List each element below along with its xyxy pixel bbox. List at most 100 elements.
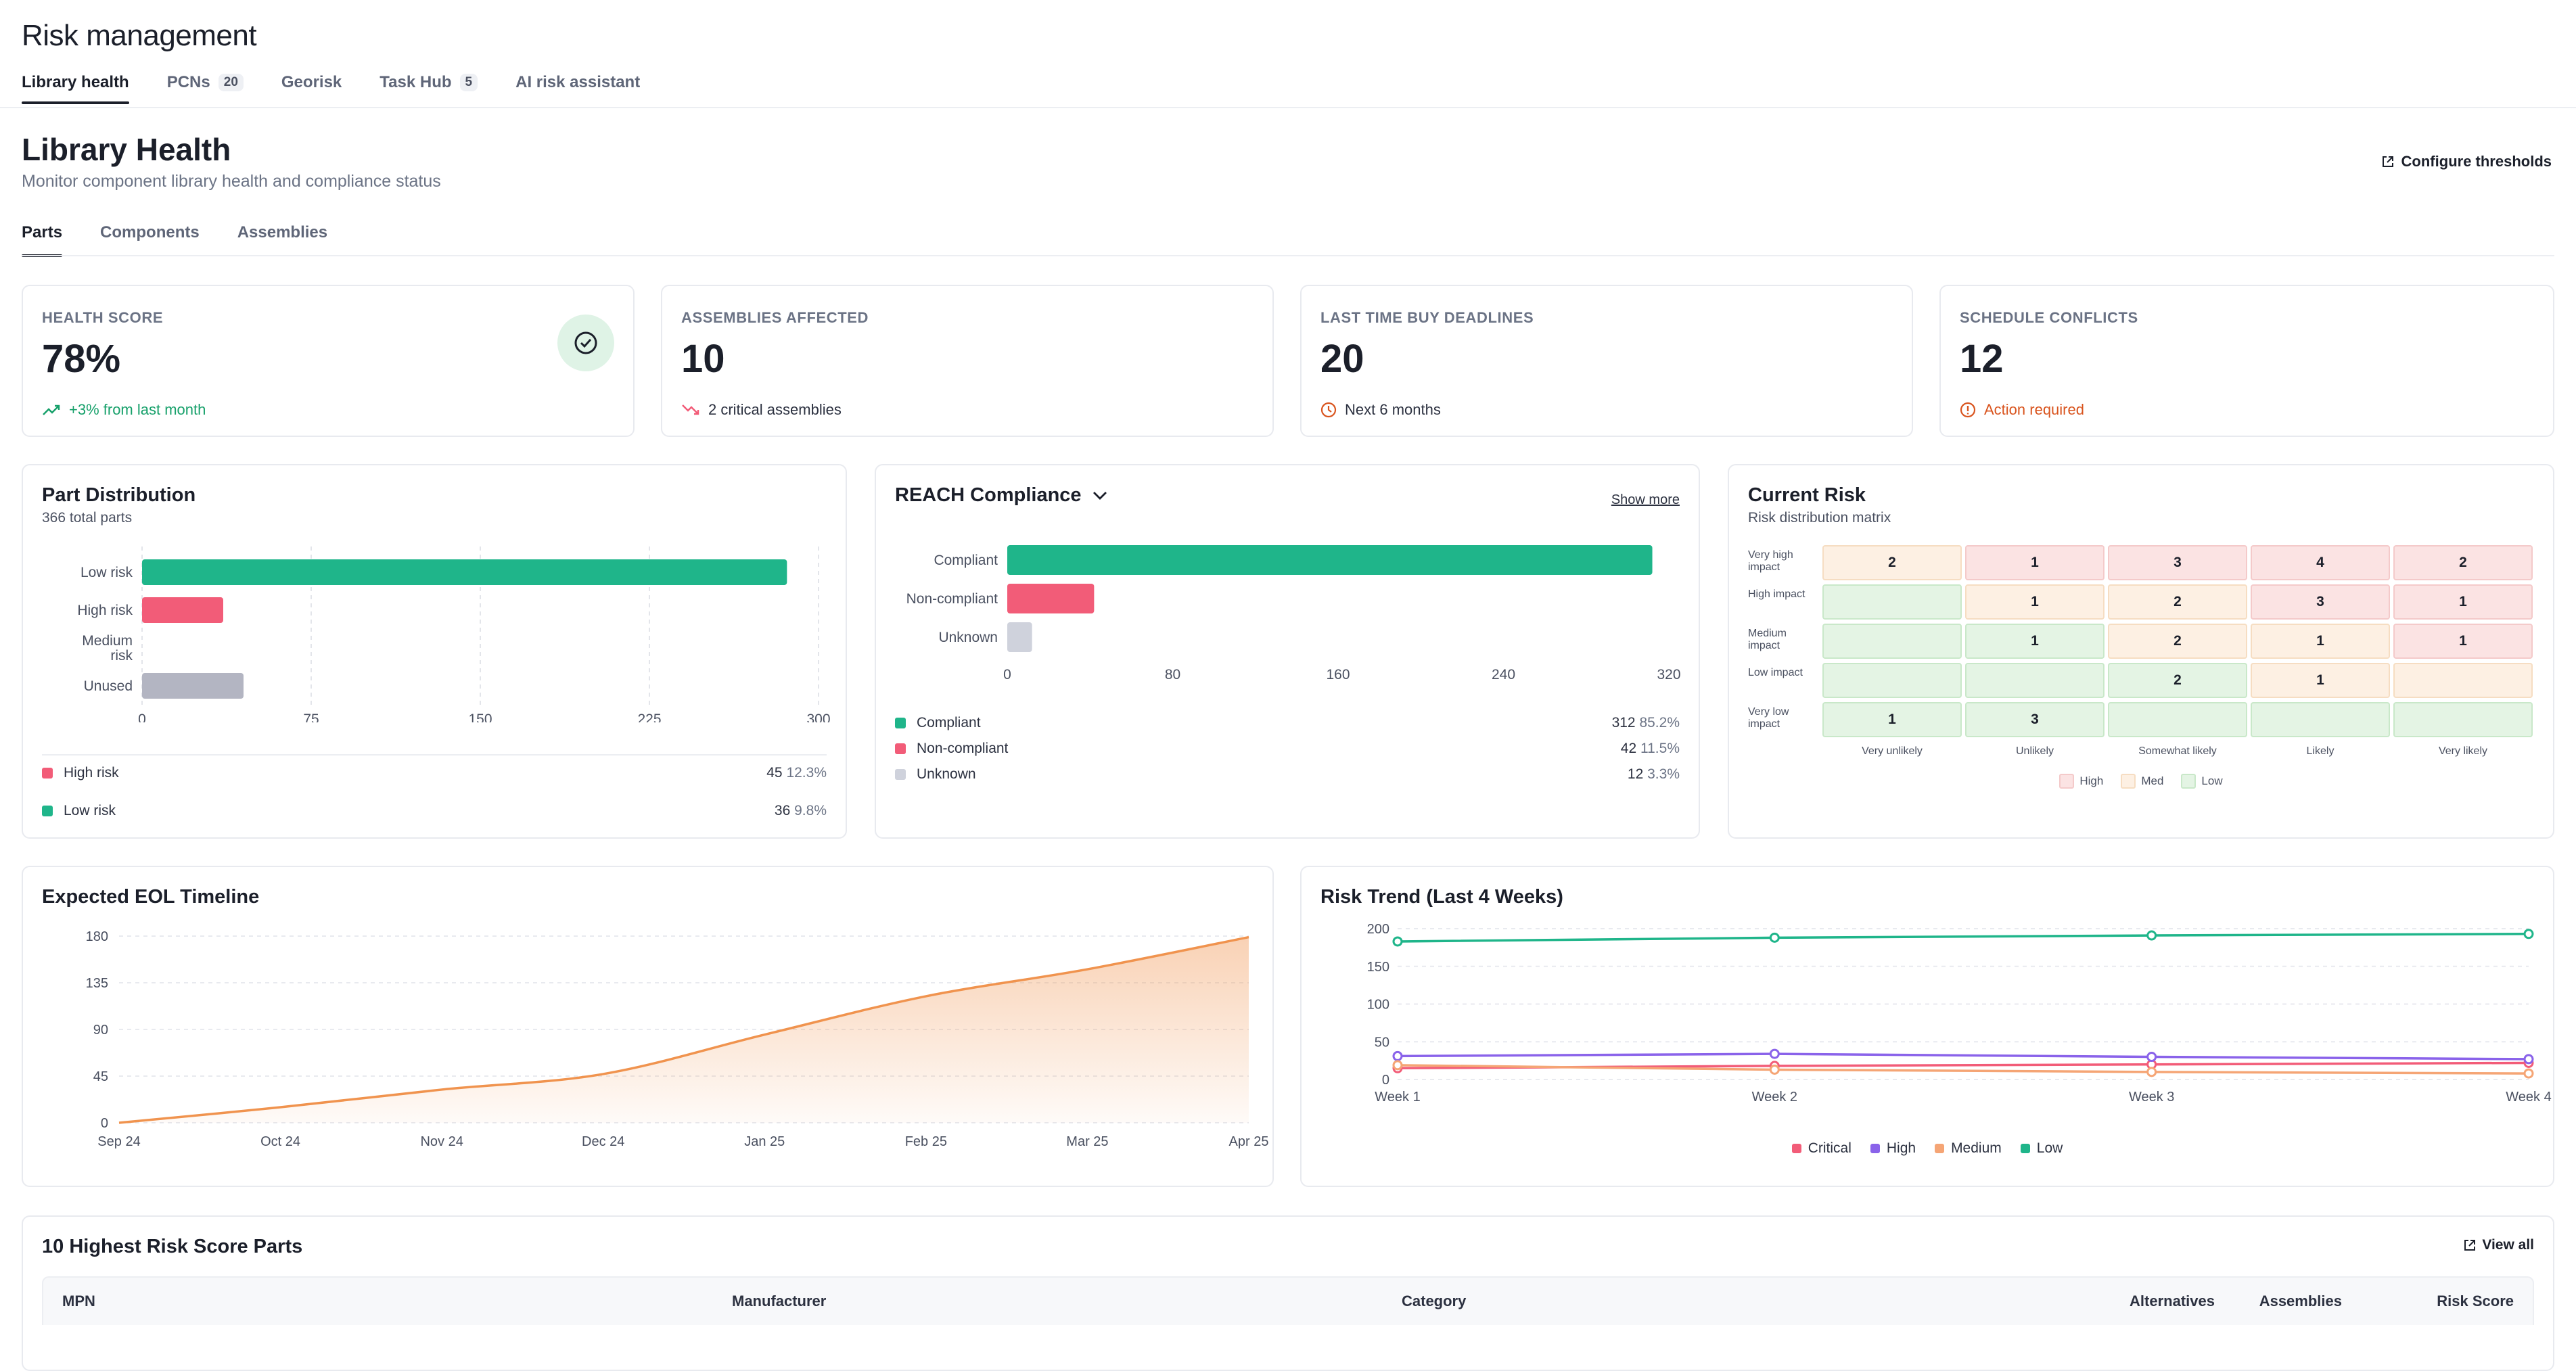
tab-pcns[interactable]: PCNs 20 xyxy=(167,73,244,104)
tick-label: 0 xyxy=(1003,667,1011,682)
legend-name: Non-compliant xyxy=(917,741,1009,756)
subtab-components[interactable]: Components xyxy=(100,223,200,241)
column-header-manufacturer[interactable]: Manufacturer xyxy=(732,1293,827,1309)
card-title: Current Risk xyxy=(1748,484,1866,506)
heatmap-cell[interactable]: 1 xyxy=(1965,584,2104,620)
subtab-assemblies[interactable]: Assemblies xyxy=(237,223,328,241)
heatmap-cell[interactable] xyxy=(1965,663,2104,698)
card-title: Expected EOL Timeline xyxy=(42,886,260,908)
tick-label: 80 xyxy=(1165,667,1180,682)
heatmap-cell[interactable]: 2 xyxy=(2108,624,2247,659)
legend-count: 42 xyxy=(1620,741,1637,756)
heatmap-row-label: Low impact xyxy=(1748,667,1803,678)
heatmap-cell[interactable] xyxy=(2393,663,2533,698)
heatmap-cell[interactable]: 1 xyxy=(1965,624,2104,659)
legend-item-low-risk: Low risk 36 9.8% xyxy=(42,801,827,821)
data-point xyxy=(2146,1067,2157,1077)
category-label: risk xyxy=(110,648,133,664)
view-all-button[interactable]: View all xyxy=(2463,1237,2534,1253)
data-point xyxy=(1392,1060,1403,1071)
data-point xyxy=(1769,932,1780,943)
heatmap-cell[interactable]: 1 xyxy=(2393,584,2533,620)
legend-item-critical: Critical xyxy=(1791,1140,1852,1157)
tick-label: 320 xyxy=(1657,667,1680,682)
kpi-value: 78% xyxy=(42,337,121,381)
y-tick-label: 50 xyxy=(1375,1035,1389,1050)
heatmap-cell[interactable]: 2 xyxy=(2108,663,2247,698)
y-tick-label: 90 xyxy=(93,1023,108,1038)
x-tick-label: Week 2 xyxy=(1752,1090,1797,1105)
column-header-mpn[interactable]: MPN xyxy=(62,1293,95,1309)
column-header-assemblies[interactable]: Assemblies xyxy=(2259,1293,2342,1309)
view-all-label: View all xyxy=(2482,1237,2534,1253)
kpi-value: 10 xyxy=(681,337,725,381)
legend-swatch xyxy=(2059,774,2075,789)
card-subtitle: Risk distribution matrix xyxy=(1748,510,1891,526)
show-more-link[interactable]: Show more xyxy=(1611,492,1680,507)
heatmap-cell[interactable]: 1 xyxy=(1965,545,2104,580)
tab-task-hub[interactable]: Task Hub 5 xyxy=(380,73,478,104)
legend-name: High risk xyxy=(64,765,119,781)
risk-trend-card: Risk Trend (Last 4 Weeks) 0 50 100 150 200 We… xyxy=(1300,866,2554,1187)
tick-label: 160 xyxy=(1326,667,1350,682)
column-header-category[interactable]: Category xyxy=(1402,1293,1467,1309)
tab-ai-risk-assistant[interactable]: AI risk assistant xyxy=(515,73,640,104)
legend-swatch xyxy=(42,806,53,816)
heatmap-cell[interactable]: 2 xyxy=(2108,584,2247,620)
heatmap-cell[interactable] xyxy=(2251,702,2390,737)
page-subtitle: Monitor component library health and com… xyxy=(22,172,441,191)
heatmap-cell[interactable]: 3 xyxy=(2108,545,2247,580)
legend-value: 42 11.5% xyxy=(1621,741,1680,757)
legend-item-compliant: Compliant 312 85.2% xyxy=(895,714,1680,733)
heatmap-cell[interactable]: 1 xyxy=(2251,624,2390,659)
page-title: Library Health xyxy=(22,132,231,167)
legend-value: 36 9.8% xyxy=(775,803,827,819)
tab-library-health[interactable]: Library health xyxy=(22,73,129,104)
y-tick-label: 135 xyxy=(86,976,108,991)
heatmap-cell[interactable]: 3 xyxy=(1965,702,2104,737)
legend-pct: 11.5% xyxy=(1640,741,1680,756)
reach-dropdown[interactable]: REACH Compliance xyxy=(895,484,1109,507)
subtab-parts[interactable]: Parts xyxy=(22,223,63,257)
tabs-divider xyxy=(0,107,2576,108)
legend-value: 312 85.2% xyxy=(1612,715,1680,731)
kpi-footnote-text: Next 6 months xyxy=(1345,401,1441,418)
tab-label: PCNs xyxy=(166,73,210,91)
legend-pct: 85.2% xyxy=(1639,715,1680,730)
heatmap-cell[interactable]: 2 xyxy=(2393,545,2533,580)
tab-georisk[interactable]: Georisk xyxy=(281,73,342,104)
legend-value: 45 12.3% xyxy=(766,765,827,781)
configure-thresholds-button[interactable]: Configure thresholds xyxy=(2381,153,2552,170)
heatmap-cell[interactable] xyxy=(1822,584,1962,620)
heatmap-cell[interactable] xyxy=(2393,702,2533,737)
legend-pct: 9.8% xyxy=(794,803,827,818)
kpi-footnote: 2 critical assemblies xyxy=(681,401,842,419)
category-label: Unused xyxy=(84,678,133,694)
heatmap-cell[interactable] xyxy=(1822,663,1962,698)
card-title: Part Distribution xyxy=(42,484,196,506)
legend-name: Low xyxy=(2201,774,2223,787)
kpi-label: LAST TIME BUY DEADLINES xyxy=(1320,309,1534,326)
kpi-footnote-text: Action required xyxy=(1984,401,2084,418)
heatmap-cell[interactable]: 2 xyxy=(1822,545,1962,580)
main-tabs: Library health PCNs 20 Georisk Task Hub 5 … xyxy=(22,73,640,104)
x-tick-label: Jan 25 xyxy=(744,1134,785,1149)
heatmap-cell[interactable] xyxy=(2108,702,2247,737)
tab-label: Georisk xyxy=(281,73,342,91)
heatmap-cell[interactable] xyxy=(1822,624,1962,659)
column-header-risk-score[interactable]: Risk Score xyxy=(2437,1293,2514,1309)
current-risk-card: Current Risk Risk distribution matrix Ve… xyxy=(1728,464,2554,839)
heatmap-cell[interactable]: 1 xyxy=(2251,663,2390,698)
legend-name: High xyxy=(2079,774,2104,787)
legend-swatch xyxy=(2121,774,2136,789)
legend-item-high: High xyxy=(2059,774,2103,789)
heatmap-cell[interactable]: 3 xyxy=(2251,584,2390,620)
heatmap-cell[interactable]: 1 xyxy=(2393,624,2533,659)
x-tick-label: Oct 24 xyxy=(260,1134,300,1149)
heatmap-cell[interactable]: 4 xyxy=(2251,545,2390,580)
heatmap-cell[interactable]: 1 xyxy=(1822,702,1962,737)
column-header-alternatives[interactable]: Alternatives xyxy=(2130,1293,2215,1309)
legend-value: 12 3.3% xyxy=(1628,766,1680,783)
check-circle-icon xyxy=(557,315,614,371)
legend-count: 312 xyxy=(1611,715,1636,730)
